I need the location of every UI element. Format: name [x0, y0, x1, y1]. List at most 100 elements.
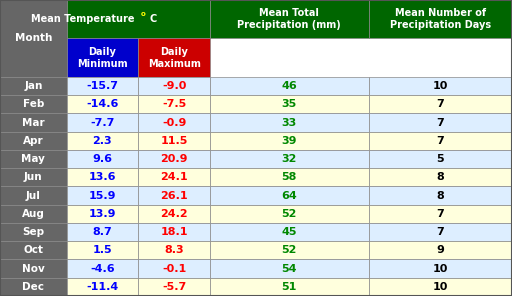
- Bar: [210, 223, 369, 241]
- Text: Feb: Feb: [23, 99, 44, 109]
- Bar: [67, 241, 138, 260]
- Text: 52: 52: [282, 245, 297, 255]
- Text: 26.1: 26.1: [160, 191, 188, 201]
- Bar: [67, 186, 138, 205]
- Bar: [138, 95, 210, 113]
- Bar: [138, 260, 210, 278]
- Bar: [369, 205, 512, 223]
- Bar: [67, 150, 138, 168]
- Bar: [67, 77, 138, 95]
- Text: 15.9: 15.9: [89, 191, 116, 201]
- Bar: [369, 241, 512, 260]
- Bar: [138, 150, 210, 168]
- Text: 52: 52: [282, 209, 297, 219]
- Text: 51: 51: [282, 282, 297, 292]
- Text: -14.6: -14.6: [86, 99, 119, 109]
- Bar: [369, 168, 512, 186]
- Text: 1.5: 1.5: [93, 245, 112, 255]
- Text: 58: 58: [282, 172, 297, 182]
- Bar: [138, 168, 210, 186]
- Text: 64: 64: [282, 191, 297, 201]
- Bar: [369, 132, 512, 150]
- Bar: [210, 241, 369, 260]
- Bar: [138, 241, 210, 260]
- Text: 35: 35: [282, 99, 297, 109]
- Bar: [67, 113, 138, 132]
- Text: 46: 46: [282, 81, 297, 91]
- Text: o: o: [141, 11, 145, 17]
- Bar: [138, 205, 210, 223]
- Text: -0.1: -0.1: [162, 264, 186, 274]
- Text: Dec: Dec: [23, 282, 44, 292]
- Bar: [0, 113, 67, 132]
- Text: -15.7: -15.7: [87, 81, 118, 91]
- Text: 7: 7: [436, 118, 444, 128]
- Text: 2.3: 2.3: [93, 136, 112, 146]
- Text: 8.7: 8.7: [93, 227, 112, 237]
- Bar: [369, 77, 512, 95]
- Text: Jul: Jul: [26, 191, 41, 201]
- Bar: [369, 0, 512, 38]
- Text: 9: 9: [436, 245, 444, 255]
- Text: C: C: [150, 14, 157, 24]
- Text: 13.6: 13.6: [89, 172, 116, 182]
- Bar: [0, 223, 67, 241]
- Bar: [67, 205, 138, 223]
- Text: Aug: Aug: [22, 209, 45, 219]
- Text: 8.3: 8.3: [164, 245, 184, 255]
- Text: May: May: [22, 154, 45, 164]
- Text: Daily
Minimum: Daily Minimum: [77, 47, 127, 68]
- Text: 54: 54: [282, 264, 297, 274]
- Bar: [0, 205, 67, 223]
- Text: 7: 7: [436, 209, 444, 219]
- Text: 7: 7: [436, 136, 444, 146]
- Bar: [67, 95, 138, 113]
- Bar: [67, 278, 138, 296]
- Text: 32: 32: [282, 154, 297, 164]
- Bar: [210, 186, 369, 205]
- Bar: [210, 260, 369, 278]
- Bar: [0, 168, 67, 186]
- Text: 39: 39: [282, 136, 297, 146]
- Text: 24.2: 24.2: [160, 209, 188, 219]
- Bar: [210, 113, 369, 132]
- Bar: [0, 241, 67, 260]
- Bar: [0, 0, 67, 77]
- Text: 5: 5: [437, 154, 444, 164]
- Text: 8: 8: [436, 191, 444, 201]
- Text: Mean Total
Precipitation (mm): Mean Total Precipitation (mm): [238, 9, 341, 30]
- Text: -11.4: -11.4: [87, 282, 118, 292]
- Bar: [67, 260, 138, 278]
- Bar: [0, 150, 67, 168]
- Text: Apr: Apr: [23, 136, 44, 146]
- Text: 10: 10: [433, 81, 448, 91]
- Bar: [138, 77, 210, 95]
- Text: -7.5: -7.5: [162, 99, 186, 109]
- Bar: [138, 132, 210, 150]
- Bar: [138, 186, 210, 205]
- Bar: [138, 113, 210, 132]
- Bar: [210, 278, 369, 296]
- Text: 10: 10: [433, 282, 448, 292]
- Text: 11.5: 11.5: [160, 136, 188, 146]
- Bar: [67, 132, 138, 150]
- Text: Mar: Mar: [22, 118, 45, 128]
- Bar: [0, 278, 67, 296]
- Bar: [138, 278, 210, 296]
- Bar: [67, 223, 138, 241]
- Text: -0.9: -0.9: [162, 118, 186, 128]
- Text: Jun: Jun: [24, 172, 42, 182]
- Text: Daily
Maximum: Daily Maximum: [147, 47, 201, 68]
- Text: 13.9: 13.9: [89, 209, 116, 219]
- Bar: [138, 223, 210, 241]
- Bar: [210, 132, 369, 150]
- Bar: [138, 38, 210, 77]
- Bar: [210, 77, 369, 95]
- Bar: [0, 132, 67, 150]
- Bar: [210, 0, 369, 38]
- Bar: [210, 168, 369, 186]
- Bar: [67, 38, 138, 77]
- Text: Nov: Nov: [22, 264, 45, 274]
- Text: 45: 45: [282, 227, 297, 237]
- Bar: [210, 150, 369, 168]
